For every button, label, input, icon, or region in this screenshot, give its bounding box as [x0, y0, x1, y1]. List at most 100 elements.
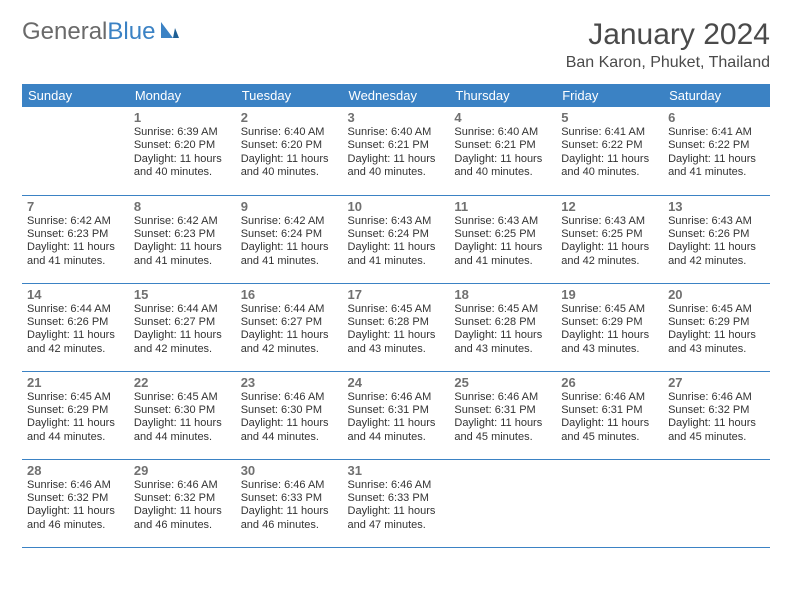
daylight-line: Daylight: 11 hours and 47 minutes.: [348, 505, 445, 532]
day-number: 16: [241, 287, 338, 302]
daylight-line: Daylight: 11 hours and 41 minutes.: [348, 241, 445, 268]
daylight-line: Daylight: 11 hours and 42 minutes.: [134, 329, 231, 356]
day-number: 6: [668, 110, 765, 125]
sunrise-line: Sunrise: 6:40 AM: [454, 126, 551, 139]
sunset-line: Sunset: 6:26 PM: [668, 228, 765, 241]
sunset-line: Sunset: 6:21 PM: [348, 139, 445, 152]
sunset-line: Sunset: 6:32 PM: [134, 492, 231, 505]
calendar-cell: 12Sunrise: 6:43 AMSunset: 6:25 PMDayligh…: [556, 195, 663, 283]
daylight-line: Daylight: 11 hours and 44 minutes.: [241, 417, 338, 444]
day-number: 23: [241, 375, 338, 390]
calendar-table: SundayMondayTuesdayWednesdayThursdayFrid…: [22, 84, 770, 548]
weekday-header: Tuesday: [236, 84, 343, 107]
sunrise-line: Sunrise: 6:42 AM: [134, 215, 231, 228]
daylight-line: Daylight: 11 hours and 43 minutes.: [668, 329, 765, 356]
calendar-cell: 29Sunrise: 6:46 AMSunset: 6:32 PMDayligh…: [129, 459, 236, 547]
calendar-cell: [449, 459, 556, 547]
sunrise-line: Sunrise: 6:44 AM: [134, 303, 231, 316]
day-number: 18: [454, 287, 551, 302]
daylight-line: Daylight: 11 hours and 40 minutes.: [454, 153, 551, 180]
calendar-week-row: 7Sunrise: 6:42 AMSunset: 6:23 PMDaylight…: [22, 195, 770, 283]
month-title: January 2024: [566, 18, 770, 52]
sunset-line: Sunset: 6:31 PM: [348, 404, 445, 417]
calendar-cell: 5Sunrise: 6:41 AMSunset: 6:22 PMDaylight…: [556, 107, 663, 195]
weekday-header: Sunday: [22, 84, 129, 107]
weekday-header: Wednesday: [343, 84, 450, 107]
sunrise-line: Sunrise: 6:43 AM: [348, 215, 445, 228]
sunset-line: Sunset: 6:26 PM: [27, 316, 124, 329]
day-number: 29: [134, 463, 231, 478]
weekday-header: Friday: [556, 84, 663, 107]
sunrise-line: Sunrise: 6:45 AM: [668, 303, 765, 316]
day-number: 4: [454, 110, 551, 125]
calendar-header-row: SundayMondayTuesdayWednesdayThursdayFrid…: [22, 84, 770, 107]
sunset-line: Sunset: 6:23 PM: [134, 228, 231, 241]
sunrise-line: Sunrise: 6:45 AM: [454, 303, 551, 316]
daylight-line: Daylight: 11 hours and 40 minutes.: [348, 153, 445, 180]
calendar-cell: [663, 459, 770, 547]
calendar-cell: [22, 107, 129, 195]
sunrise-line: Sunrise: 6:43 AM: [668, 215, 765, 228]
logo-sail-icon: [159, 20, 181, 45]
weekday-header: Saturday: [663, 84, 770, 107]
sunset-line: Sunset: 6:25 PM: [561, 228, 658, 241]
sunset-line: Sunset: 6:28 PM: [454, 316, 551, 329]
daylight-line: Daylight: 11 hours and 41 minutes.: [241, 241, 338, 268]
calendar-cell: 20Sunrise: 6:45 AMSunset: 6:29 PMDayligh…: [663, 283, 770, 371]
calendar-cell: 15Sunrise: 6:44 AMSunset: 6:27 PMDayligh…: [129, 283, 236, 371]
sunrise-line: Sunrise: 6:44 AM: [241, 303, 338, 316]
calendar-week-row: 21Sunrise: 6:45 AMSunset: 6:29 PMDayligh…: [22, 371, 770, 459]
calendar-cell: 13Sunrise: 6:43 AMSunset: 6:26 PMDayligh…: [663, 195, 770, 283]
calendar-cell: 9Sunrise: 6:42 AMSunset: 6:24 PMDaylight…: [236, 195, 343, 283]
day-number: 11: [454, 199, 551, 214]
sunset-line: Sunset: 6:28 PM: [348, 316, 445, 329]
sunset-line: Sunset: 6:22 PM: [668, 139, 765, 152]
sunset-line: Sunset: 6:29 PM: [27, 404, 124, 417]
calendar-cell: 23Sunrise: 6:46 AMSunset: 6:30 PMDayligh…: [236, 371, 343, 459]
sunrise-line: Sunrise: 6:46 AM: [454, 391, 551, 404]
day-number: 20: [668, 287, 765, 302]
logo-text: GeneralBlue: [22, 18, 155, 46]
sunrise-line: Sunrise: 6:45 AM: [561, 303, 658, 316]
sunset-line: Sunset: 6:32 PM: [27, 492, 124, 505]
sunset-line: Sunset: 6:27 PM: [241, 316, 338, 329]
daylight-line: Daylight: 11 hours and 40 minutes.: [561, 153, 658, 180]
day-number: 22: [134, 375, 231, 390]
sunrise-line: Sunrise: 6:46 AM: [668, 391, 765, 404]
calendar-week-row: 28Sunrise: 6:46 AMSunset: 6:32 PMDayligh…: [22, 459, 770, 547]
daylight-line: Daylight: 11 hours and 43 minutes.: [348, 329, 445, 356]
calendar-cell: 18Sunrise: 6:45 AMSunset: 6:28 PMDayligh…: [449, 283, 556, 371]
day-number: 1: [134, 110, 231, 125]
sunset-line: Sunset: 6:31 PM: [561, 404, 658, 417]
calendar-cell: 16Sunrise: 6:44 AMSunset: 6:27 PMDayligh…: [236, 283, 343, 371]
sunrise-line: Sunrise: 6:45 AM: [348, 303, 445, 316]
calendar-cell: 30Sunrise: 6:46 AMSunset: 6:33 PMDayligh…: [236, 459, 343, 547]
day-number: 13: [668, 199, 765, 214]
day-number: 7: [27, 199, 124, 214]
daylight-line: Daylight: 11 hours and 41 minutes.: [454, 241, 551, 268]
calendar-cell: 2Sunrise: 6:40 AMSunset: 6:20 PMDaylight…: [236, 107, 343, 195]
day-number: 27: [668, 375, 765, 390]
sunset-line: Sunset: 6:32 PM: [668, 404, 765, 417]
daylight-line: Daylight: 11 hours and 46 minutes.: [27, 505, 124, 532]
sunset-line: Sunset: 6:29 PM: [668, 316, 765, 329]
day-number: 10: [348, 199, 445, 214]
daylight-line: Daylight: 11 hours and 43 minutes.: [454, 329, 551, 356]
day-number: 26: [561, 375, 658, 390]
calendar-cell: 10Sunrise: 6:43 AMSunset: 6:24 PMDayligh…: [343, 195, 450, 283]
daylight-line: Daylight: 11 hours and 44 minutes.: [348, 417, 445, 444]
calendar-cell: 3Sunrise: 6:40 AMSunset: 6:21 PMDaylight…: [343, 107, 450, 195]
sunrise-line: Sunrise: 6:45 AM: [27, 391, 124, 404]
sunset-line: Sunset: 6:22 PM: [561, 139, 658, 152]
sunset-line: Sunset: 6:30 PM: [134, 404, 231, 417]
calendar-cell: 26Sunrise: 6:46 AMSunset: 6:31 PMDayligh…: [556, 371, 663, 459]
calendar-cell: [556, 459, 663, 547]
calendar-cell: 7Sunrise: 6:42 AMSunset: 6:23 PMDaylight…: [22, 195, 129, 283]
daylight-line: Daylight: 11 hours and 44 minutes.: [27, 417, 124, 444]
sunrise-line: Sunrise: 6:40 AM: [241, 126, 338, 139]
sunset-line: Sunset: 6:23 PM: [27, 228, 124, 241]
day-number: 28: [27, 463, 124, 478]
sunrise-line: Sunrise: 6:41 AM: [561, 126, 658, 139]
sunset-line: Sunset: 6:21 PM: [454, 139, 551, 152]
daylight-line: Daylight: 11 hours and 45 minutes.: [561, 417, 658, 444]
